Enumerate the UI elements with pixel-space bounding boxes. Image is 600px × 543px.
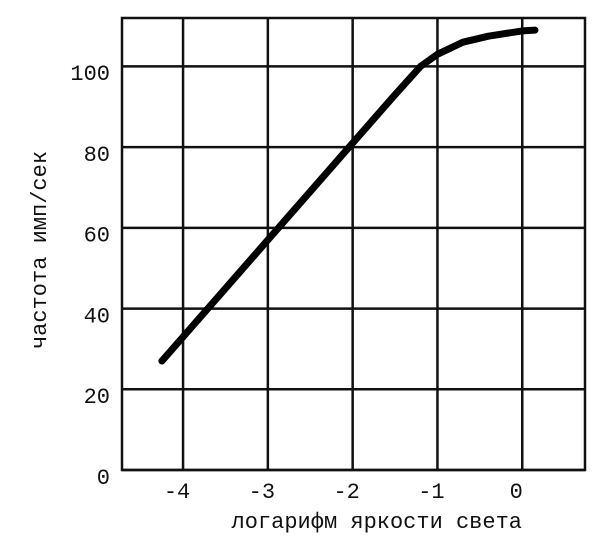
y-tick-label: 60 — [84, 224, 110, 249]
y-tick-label: 0 — [97, 466, 110, 491]
data-line — [158, 26, 539, 365]
x-tick-label: -2 — [333, 480, 359, 505]
x-axis-label: логарифм яркости света — [232, 510, 522, 535]
y-tick-label: 40 — [84, 304, 110, 329]
x-tick-label: 0 — [510, 480, 523, 505]
y-tick-label: 80 — [84, 143, 110, 168]
x-tick-label: -3 — [249, 480, 275, 505]
y-tick-label: 100 — [70, 62, 110, 87]
y-axis-label: частота имп/сек — [28, 151, 53, 349]
x-tick-label: -4 — [164, 480, 190, 505]
x-tick-label: -1 — [418, 480, 444, 505]
y-tick-label: 20 — [84, 385, 110, 410]
